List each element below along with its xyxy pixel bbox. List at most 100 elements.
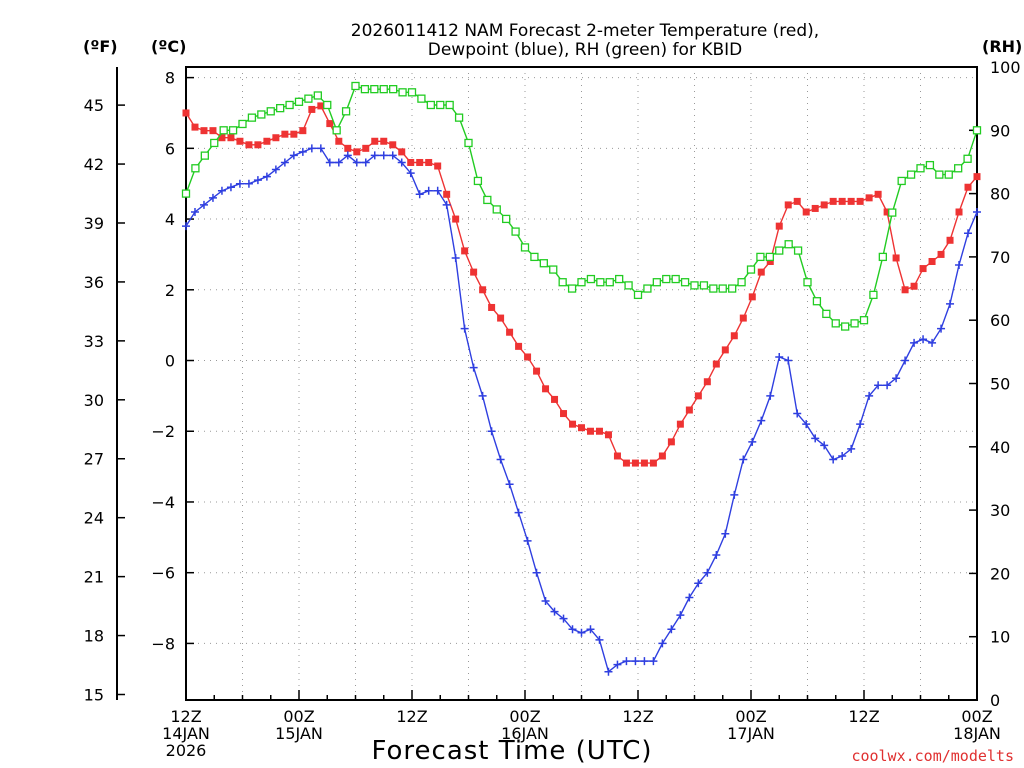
dewpoint-point [226,183,235,192]
rh-point [662,274,671,284]
2-meter-temperature-point [317,102,325,110]
x-tick-label: 17JAN [727,724,775,743]
rh-tick-label: 40 [990,438,1010,457]
rh-point [831,319,840,328]
2-meter-temperature-point [551,395,559,403]
dewpoint-point [271,165,280,174]
2-meter-temperature-point [811,204,819,212]
rh-tick-label: 70 [990,248,1010,267]
rh-tick-label: 100 [990,58,1021,77]
rh-point [473,176,483,186]
rh-point [181,189,191,198]
2-meter-temperature-point [254,141,262,149]
2-meter-temperature-point [703,378,711,386]
x-tick-label: 15JAN [275,724,323,743]
fahrenheit-tick-label: 36 [84,273,104,292]
rh-point [652,278,661,287]
rh-point [276,103,285,113]
grid [186,67,977,700]
rh-point [304,94,313,103]
2-meter-temperature-point [721,346,729,354]
2-meter-temperature-point [901,286,909,294]
dewpoint-point [568,625,577,634]
dewpoint-point [442,200,451,209]
2-meter-temperature-point [649,459,657,467]
dewpoint-point [910,338,919,347]
2-meter-temperature-point [515,342,523,350]
dewpoint-point [523,536,532,545]
rh-point [530,252,539,262]
dewpoint-point [946,299,955,308]
dewpoint-point [595,635,604,644]
2-meter-temperature-point [263,137,271,145]
dewpoint-point [370,151,379,160]
rh-point [963,154,972,163]
rh-point [549,265,558,274]
fahrenheit-tick-label: 42 [84,155,104,174]
2-meter-temperature-point [658,452,666,460]
rh-point [897,176,906,186]
x-tick-label: 16JAN [501,724,549,743]
dewpoint-point [199,200,208,209]
2-meter-temperature-point [784,201,792,209]
x-tick-label: 18JAN [953,724,1001,743]
dewpoint-point [217,186,226,195]
x-tick-label: 2026 [166,741,207,760]
rh-point [935,170,944,179]
2-meter-temperature-point [739,314,747,322]
celsius-tick-label: 4 [165,210,175,229]
2-meter-temperature-point [281,130,289,138]
rh-point [605,278,614,287]
dewpoint-point [550,607,559,616]
rh-point [341,107,351,116]
2-meter-temperature-point [856,197,864,205]
rh-tick-label: 60 [990,311,1010,330]
rh-point [812,297,822,306]
rh-point [737,278,746,287]
2-meter-temperature-point [200,127,208,135]
rh-point [859,316,869,325]
dewpoint-point [874,381,883,390]
rh-point [615,274,624,284]
2-meter-temperature-point [470,268,478,276]
dewpoint-point [451,253,460,262]
rh-point [878,252,887,262]
rh-point [765,252,774,262]
rh-point [492,205,501,214]
rh-point [822,309,831,319]
fahrenheit-tick-label: 21 [84,568,104,587]
dewpoint-point [280,158,289,167]
rh-point [520,243,530,252]
rh-point [784,240,793,249]
2-meter-temperature-point [380,137,388,145]
axes: 86420−2−4−6−8454239363330272421181510090… [84,58,1021,760]
2-meter-temperature-point [335,137,343,145]
rh-point [436,100,445,110]
2-meter-temperature-point [730,332,738,340]
dewpoint-point [478,391,487,400]
rh-point [464,138,473,148]
rh-point [426,100,435,110]
rh-point [511,227,520,236]
rh-point [558,278,567,287]
2-meter-temperature-point [416,158,424,166]
rh-point [633,290,643,300]
rh-point [360,85,370,94]
dewpoint-point [640,657,649,666]
dewpoint-point [577,628,586,637]
dewpoint-point [901,356,910,365]
2-meter-temperature-point [667,438,675,446]
dewpoint-point [298,147,307,156]
2-meter-temperature-point [497,314,505,322]
dewpoint-point [190,207,199,216]
fahrenheit-tick-label: 24 [84,509,104,528]
dewpoint-point [964,229,973,238]
rh-point [257,110,266,119]
rh-tick-label: 80 [990,185,1010,204]
rh-point [539,259,548,268]
rh-tick-label: 0 [990,691,1000,710]
celsius-tick-label: −6 [151,564,175,583]
2-meter-temperature-point [461,247,469,255]
rh-point [332,126,341,135]
2-meter-temperature-point [236,137,244,145]
